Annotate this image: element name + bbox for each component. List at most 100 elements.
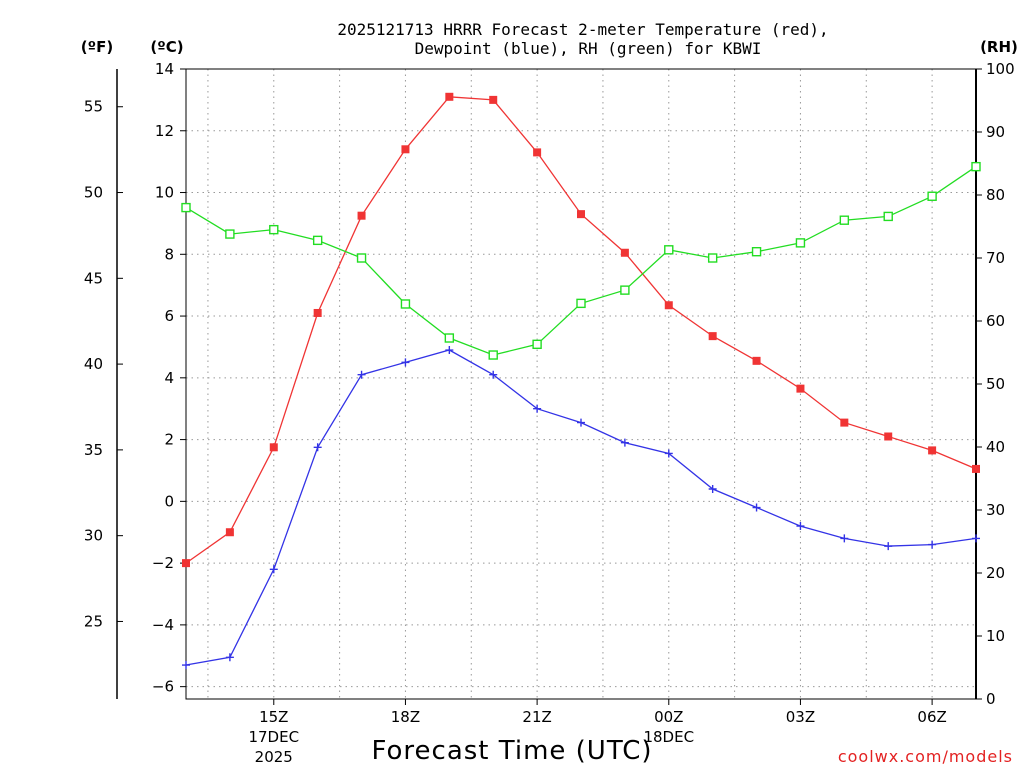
rh-point — [971, 161, 981, 172]
rh-point — [576, 298, 586, 309]
fahrenheit-tick-label: 40 — [84, 355, 103, 373]
fahrenheit-tick-label: 35 — [84, 441, 103, 459]
series-rh — [181, 161, 981, 360]
rh-point — [839, 215, 850, 225]
rh-point — [312, 235, 323, 246]
temperature-point — [620, 248, 629, 257]
rh-tick-label: 10 — [986, 627, 1005, 645]
x-tick-date: 18DEC — [643, 728, 694, 746]
rh-point — [664, 245, 674, 255]
axis-ticks: 14121086420−2−4−655504540353025100908070… — [84, 60, 1015, 766]
rh-point — [400, 299, 411, 309]
dewpoint-point — [269, 565, 278, 574]
rh-tick-label: 40 — [986, 438, 1005, 456]
dewpoint-point — [928, 540, 937, 549]
fahrenheit-tick-label: 45 — [84, 269, 103, 287]
celsius-tick-label: 10 — [155, 184, 174, 202]
rh-tick-label: 50 — [986, 375, 1005, 393]
series-2-meter-temperature — [182, 92, 980, 568]
dewpoint-point — [182, 661, 190, 670]
dewpoint-point — [972, 534, 980, 543]
celsius-tick-label: 2 — [164, 431, 174, 449]
fahrenheit-tick-label: 30 — [84, 527, 103, 545]
temperature-point — [357, 211, 366, 220]
rh-tick-label: 30 — [986, 501, 1005, 519]
fahrenheit-tick-label: 55 — [84, 98, 103, 116]
temperature-point — [708, 332, 717, 341]
dewpoint-point — [884, 542, 893, 551]
temperature-point — [972, 464, 980, 473]
fahrenheit-tick-label: 25 — [84, 612, 103, 630]
series-dewpoint — [182, 346, 980, 670]
rh-unit-label: (RH) — [980, 38, 1018, 56]
temperature-point — [445, 92, 454, 101]
x-tick-label: 00Z — [654, 708, 683, 726]
rh-point — [444, 333, 455, 343]
celsius-unit-label: (ºC) — [150, 38, 183, 56]
dewpoint-point — [796, 522, 805, 531]
rh-point — [181, 202, 191, 213]
rh-point — [356, 253, 367, 263]
celsius-tick-label: 14 — [155, 60, 174, 78]
dewpoint-point — [533, 404, 542, 413]
series-line — [185, 349, 977, 666]
temperature-point — [796, 384, 805, 393]
celsius-tick-label: 6 — [164, 307, 174, 325]
rh-point — [269, 224, 279, 235]
temperature-point — [313, 308, 322, 317]
chart-title-line1: 2025121713 HRRR Forecast 2-meter Tempera… — [337, 20, 828, 39]
x-tick-label: 06Z — [917, 708, 946, 726]
rh-tick-label: 80 — [986, 186, 1005, 204]
fahrenheit-tick-label: 50 — [84, 184, 103, 202]
dewpoint-point — [752, 503, 761, 512]
celsius-tick-label: 12 — [155, 122, 174, 140]
chart-title-line2: Dewpoint (blue), RH (green) for KBWI — [415, 39, 762, 58]
fahrenheit-unit-label: (ºF) — [81, 38, 113, 56]
credit-text: coolwx.com/models — [838, 747, 1013, 766]
temperature-point — [928, 446, 937, 455]
dewpoint-point — [225, 653, 234, 662]
rh-tick-label: 0 — [986, 690, 996, 708]
temperature-point — [225, 528, 234, 537]
celsius-tick-label: −6 — [152, 678, 174, 696]
rh-tick-label: 60 — [986, 312, 1005, 330]
x-tick-year: 2025 — [255, 748, 293, 766]
x-tick-label: 03Z — [786, 708, 815, 726]
temperature-point — [269, 443, 278, 452]
rh-tick-label: 100 — [986, 60, 1015, 78]
plot-frame — [185, 68, 977, 700]
celsius-tick-label: −4 — [152, 616, 174, 634]
rh-point — [927, 191, 937, 201]
temperature-point — [401, 145, 410, 154]
dewpoint-point — [445, 346, 454, 355]
temperature-point — [182, 559, 190, 568]
rh-point — [620, 285, 630, 295]
dewpoint-point — [357, 370, 366, 379]
rh-point — [532, 339, 542, 350]
dewpoint-point — [401, 358, 410, 367]
rh-point — [488, 350, 498, 360]
x-tick-date: 17DEC — [248, 728, 299, 746]
x-axis-title: Forecast Time (UTC) — [371, 736, 652, 766]
celsius-tick-label: −2 — [152, 554, 174, 572]
rh-point — [225, 229, 235, 239]
celsius-tick-label: 8 — [164, 245, 174, 263]
series-line — [185, 96, 977, 564]
dewpoint-point — [577, 418, 585, 427]
dewpoint-point — [489, 370, 498, 379]
dewpoint-point — [840, 534, 849, 543]
series-line — [185, 166, 977, 356]
dewpoint-point — [313, 443, 322, 452]
rh-tick-label: 20 — [986, 564, 1005, 582]
celsius-tick-label: 4 — [164, 369, 174, 387]
temperature-point — [752, 356, 761, 365]
rh-point — [883, 211, 893, 222]
x-tick-label: 18Z — [391, 708, 420, 726]
rh-point — [795, 238, 806, 248]
temperature-point — [577, 210, 585, 219]
celsius-tick-label: 0 — [164, 492, 174, 510]
x-tick-label: 21Z — [522, 708, 551, 726]
temperature-point — [884, 432, 893, 441]
grid-lines — [186, 69, 976, 699]
